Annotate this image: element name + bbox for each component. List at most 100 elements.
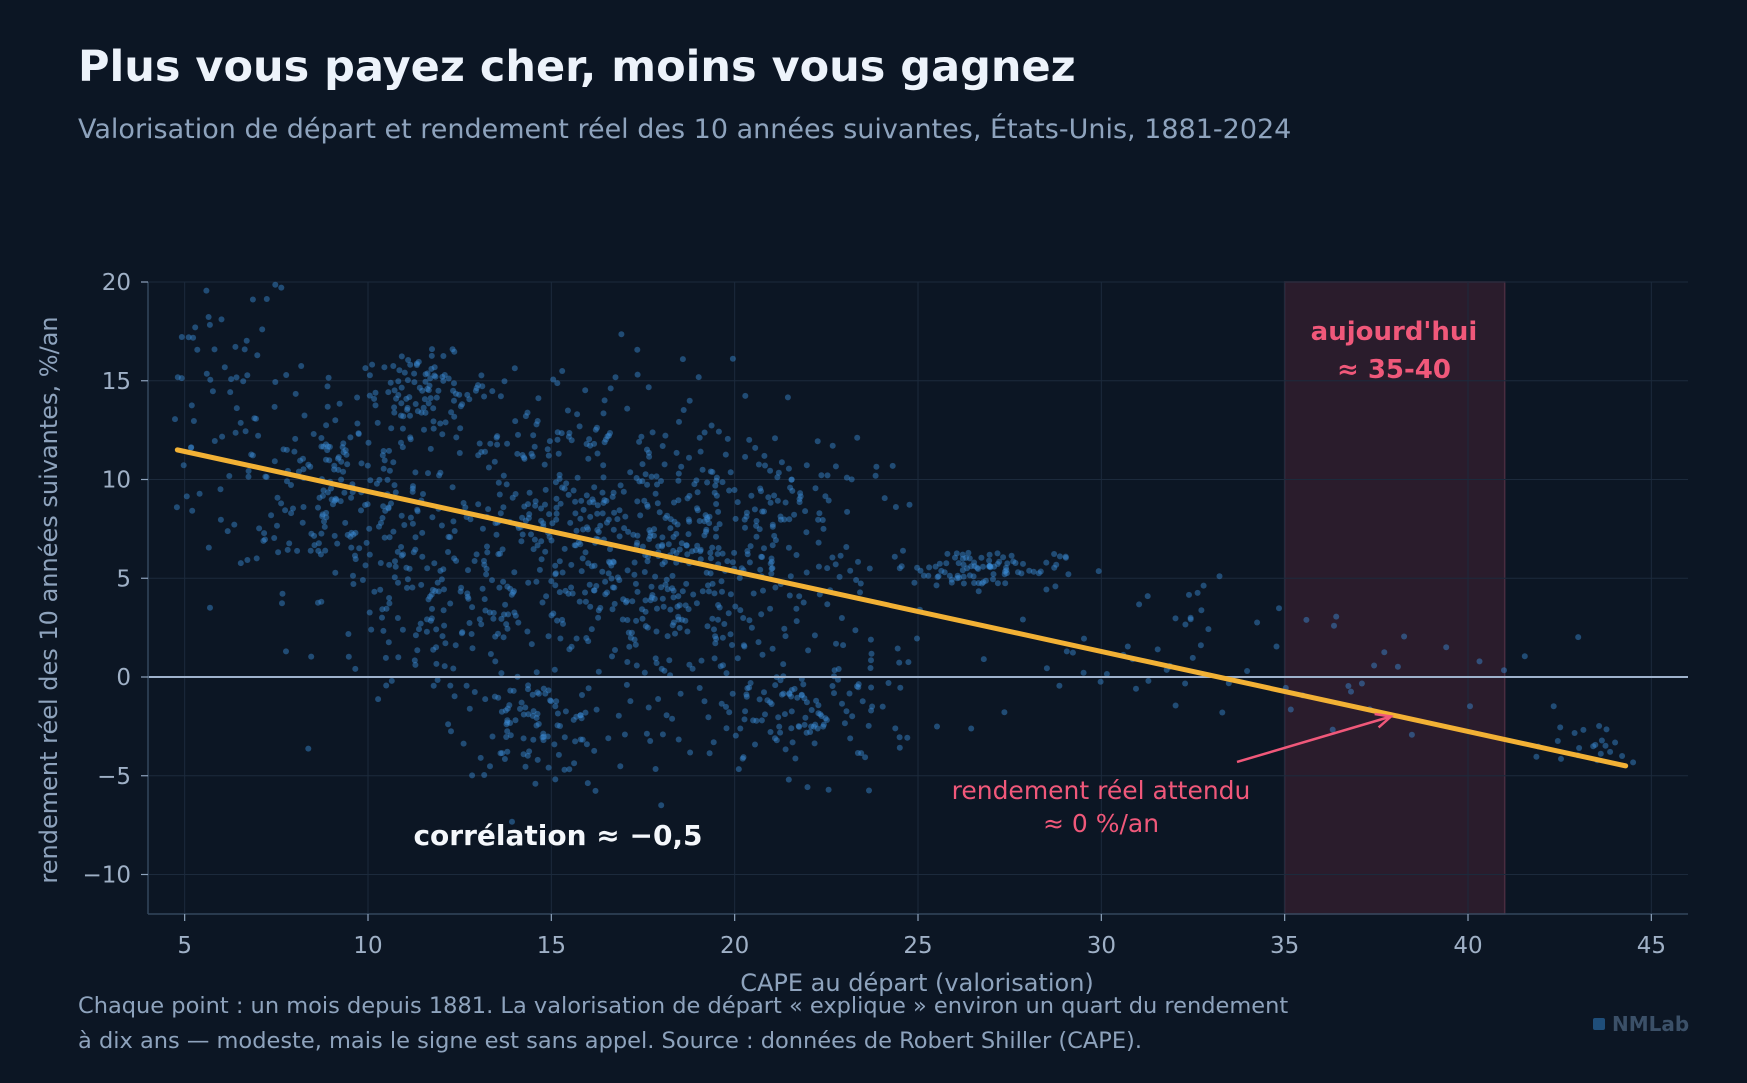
data-point — [975, 580, 982, 587]
data-point — [604, 589, 610, 596]
data-point — [662, 581, 669, 588]
data-point — [356, 545, 363, 552]
data-point — [1030, 568, 1037, 575]
data-point — [820, 525, 827, 532]
data-point — [557, 723, 563, 729]
data-point — [769, 645, 776, 652]
data-point — [829, 683, 836, 689]
data-point — [651, 532, 657, 539]
data-point — [664, 512, 671, 519]
data-point — [174, 374, 181, 381]
data-point — [659, 534, 666, 541]
data-point — [591, 562, 598, 569]
data-point — [683, 542, 690, 549]
data-point — [934, 723, 940, 730]
data-point — [768, 565, 775, 572]
data-point — [248, 451, 255, 458]
data-point — [185, 334, 192, 341]
data-point — [798, 691, 805, 698]
data-point — [552, 582, 559, 589]
data-point — [274, 494, 281, 501]
data-point — [1189, 654, 1196, 661]
data-point — [797, 490, 804, 497]
data-point — [358, 460, 365, 467]
data-point — [362, 365, 369, 372]
data-point — [829, 442, 836, 449]
data-point — [1056, 682, 1063, 689]
data-point — [815, 516, 822, 523]
data-point — [1331, 622, 1337, 629]
data-point — [925, 572, 932, 579]
data-point — [600, 410, 607, 417]
data-point — [679, 616, 685, 623]
data-point — [659, 731, 666, 738]
data-point — [554, 710, 561, 717]
data-point — [660, 603, 667, 610]
data-point — [468, 631, 475, 637]
data-point — [805, 647, 812, 654]
data-point — [504, 717, 511, 724]
data-point — [1619, 753, 1626, 759]
data-point — [627, 469, 634, 476]
data-point — [297, 457, 304, 464]
data-point — [768, 555, 775, 562]
data-point — [205, 544, 212, 551]
data-point — [414, 408, 421, 415]
data-point — [671, 518, 678, 525]
data-point — [756, 526, 763, 533]
data-point — [603, 497, 610, 504]
data-point — [392, 489, 399, 496]
data-point — [529, 691, 536, 698]
data-point — [772, 537, 779, 544]
data-point — [832, 463, 839, 470]
data-point — [591, 484, 598, 491]
data-point — [634, 371, 641, 378]
data-point — [407, 361, 414, 368]
data-point — [980, 563, 986, 570]
data-point — [694, 489, 701, 496]
data-point — [404, 584, 410, 591]
data-point — [785, 544, 792, 551]
data-point — [633, 617, 640, 624]
data-point — [390, 363, 397, 369]
data-point — [614, 516, 621, 523]
footnote-line-1: Chaque point : un mois depuis 1881. La v… — [78, 993, 1289, 1019]
data-point — [1501, 667, 1507, 674]
data-point — [433, 394, 440, 401]
data-point — [501, 611, 507, 618]
data-point — [709, 469, 716, 475]
data-point — [595, 607, 602, 614]
data-point — [526, 511, 533, 518]
data-point — [503, 734, 510, 740]
data-point — [1198, 607, 1205, 614]
data-point — [597, 522, 604, 529]
data-point — [502, 601, 509, 608]
data-point — [599, 489, 606, 496]
data-point — [332, 417, 339, 424]
data-point — [249, 452, 256, 459]
data-point — [1216, 573, 1223, 580]
data-point — [648, 583, 655, 590]
data-point — [448, 409, 455, 416]
data-point — [511, 569, 518, 576]
data-point — [900, 547, 906, 554]
data-point — [659, 543, 665, 550]
data-point — [579, 736, 586, 743]
data-point — [773, 737, 780, 744]
data-point — [926, 564, 933, 571]
data-point — [491, 458, 498, 465]
data-point — [633, 475, 640, 481]
data-point — [767, 699, 774, 706]
data-point — [493, 434, 500, 441]
data-point — [787, 484, 794, 491]
data-point — [552, 776, 559, 783]
data-point — [1043, 586, 1050, 593]
data-point — [968, 725, 975, 732]
data-point — [832, 561, 839, 568]
data-point — [366, 392, 373, 399]
data-point — [664, 586, 671, 593]
data-point — [509, 818, 515, 825]
data-point — [1200, 582, 1207, 589]
data-point — [855, 681, 862, 688]
data-point — [528, 641, 535, 648]
